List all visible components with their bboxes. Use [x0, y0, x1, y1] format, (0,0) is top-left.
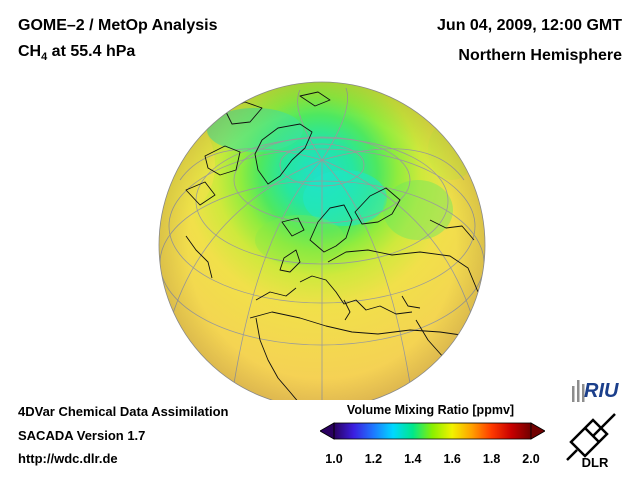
hemisphere-globe [158, 81, 486, 400]
hemisphere-label: Northern Hemisphere [458, 47, 622, 64]
species-name: CH [18, 43, 42, 60]
dlr-logo-text: DLR [582, 455, 609, 470]
colorbar-ramp [333, 422, 532, 440]
footer-method: 4DVar Chemical Data Assimilation [18, 404, 229, 419]
map-subtitle: CH4 at 55.4 hPa [18, 43, 135, 63]
colorbar-title: Volume Mixing Ratio [ppmv] [346, 403, 515, 417]
footer-url: http://wdc.dlr.de [18, 451, 118, 466]
colorbar-tick-label: 2.0 [522, 452, 540, 466]
colorbar-tick-label: 1.6 [443, 452, 461, 466]
riu-logo-text: RIU [584, 380, 619, 402]
dlr-logo: DLR [566, 413, 616, 470]
colorbar-tick-label: 1.4 [404, 452, 422, 466]
globe-rim [158, 81, 486, 400]
analysis-datetime: Jun 04, 2009, 12:00 GMT [437, 17, 622, 34]
colorbar-tick-label: 1.8 [482, 452, 501, 466]
map-title: GOME–2 / MetOp Analysis [18, 17, 218, 34]
colorbar-min-arrow [320, 423, 334, 439]
colorbar-tick-label: 1.0 [325, 452, 343, 466]
pressure-level: at 55.4 hPa [47, 43, 136, 60]
species-subscript: 4 [41, 51, 48, 64]
riu-logo: RIU [572, 380, 619, 402]
colorbar-max-arrow [531, 423, 545, 439]
colorbar-tick-label: 1.2 [364, 452, 383, 466]
footer-version: SACADA Version 1.7 [18, 428, 146, 443]
colorbar [320, 422, 545, 440]
